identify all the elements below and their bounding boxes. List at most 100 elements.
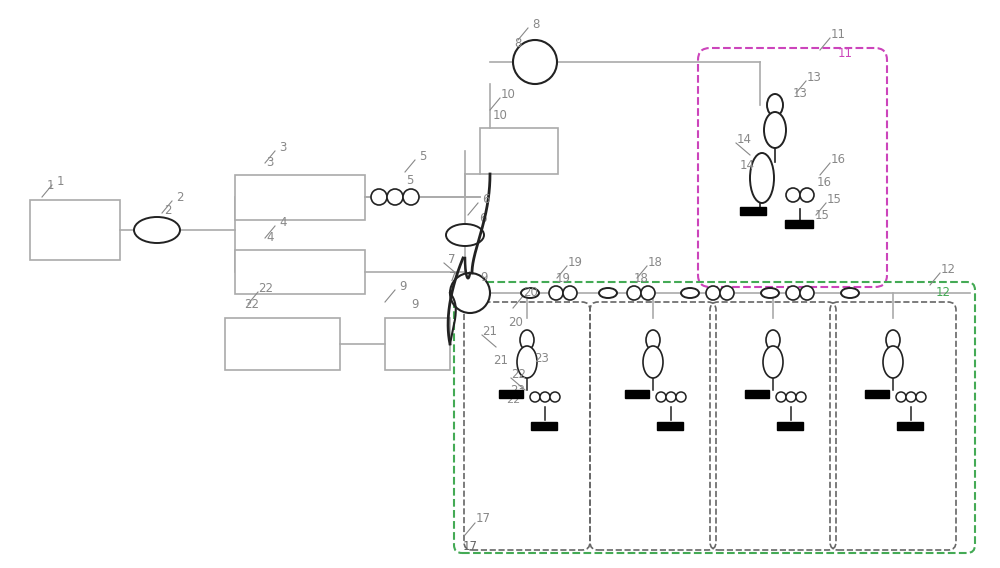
Ellipse shape	[767, 94, 783, 116]
Text: 8: 8	[514, 36, 522, 49]
Text: 12: 12	[940, 262, 955, 275]
Text: 22: 22	[245, 298, 260, 311]
Text: 14: 14	[740, 158, 755, 172]
Ellipse shape	[643, 346, 663, 378]
Bar	[499, 390, 523, 398]
Bar	[865, 390, 889, 398]
Text: 14: 14	[736, 132, 752, 145]
Circle shape	[676, 392, 686, 402]
Text: 20: 20	[509, 315, 523, 328]
Ellipse shape	[446, 224, 484, 246]
Circle shape	[550, 392, 560, 402]
Text: 16: 16	[816, 176, 831, 189]
Text: 12: 12	[935, 286, 950, 299]
Text: 20: 20	[524, 286, 538, 299]
Text: 1: 1	[46, 178, 54, 191]
Ellipse shape	[766, 330, 780, 350]
Circle shape	[800, 286, 814, 300]
Text: 21: 21	[482, 324, 498, 337]
Circle shape	[450, 273, 490, 313]
Circle shape	[906, 392, 916, 402]
Circle shape	[786, 392, 796, 402]
Bar	[785, 220, 813, 228]
Text: 18: 18	[634, 272, 648, 285]
Ellipse shape	[763, 346, 783, 378]
Ellipse shape	[646, 330, 660, 350]
Circle shape	[796, 392, 806, 402]
Ellipse shape	[886, 330, 900, 350]
Circle shape	[387, 189, 403, 205]
Ellipse shape	[521, 288, 539, 298]
Text: 9: 9	[411, 298, 419, 311]
Text: 17: 17	[462, 541, 478, 553]
Text: 2: 2	[164, 203, 172, 216]
Text: 2: 2	[176, 190, 184, 203]
Text: 4: 4	[266, 231, 274, 244]
Ellipse shape	[761, 288, 779, 298]
Text: 5: 5	[419, 149, 427, 162]
Ellipse shape	[750, 153, 774, 203]
Bar	[657, 422, 683, 430]
Circle shape	[666, 392, 676, 402]
Ellipse shape	[599, 288, 617, 298]
Bar	[625, 390, 649, 398]
Text: 9: 9	[399, 279, 407, 293]
Circle shape	[627, 286, 641, 300]
Text: 18: 18	[648, 256, 662, 269]
Ellipse shape	[764, 112, 786, 148]
Bar	[30, 200, 120, 260]
Text: 5: 5	[406, 173, 414, 186]
Text: 13: 13	[793, 86, 807, 99]
Circle shape	[371, 189, 387, 205]
Text: 6: 6	[479, 211, 487, 224]
Text: 6: 6	[482, 193, 490, 206]
Text: 11: 11	[837, 47, 852, 60]
Text: 13: 13	[807, 70, 821, 83]
Text: 3: 3	[266, 156, 274, 169]
Bar	[225, 318, 340, 370]
Bar	[235, 175, 365, 220]
Ellipse shape	[841, 288, 859, 298]
Bar	[235, 250, 365, 294]
Ellipse shape	[134, 217, 180, 243]
Bar	[740, 207, 766, 215]
Circle shape	[800, 188, 814, 202]
Text: 22: 22	[259, 282, 274, 294]
Bar	[897, 422, 923, 430]
Bar	[480, 128, 558, 174]
Text: 1: 1	[56, 174, 64, 187]
Text: 9: 9	[480, 270, 488, 283]
Circle shape	[776, 392, 786, 402]
Text: 8: 8	[532, 18, 540, 31]
Circle shape	[786, 188, 800, 202]
Text: 19: 19	[556, 272, 570, 285]
Text: 15: 15	[827, 193, 841, 206]
Text: 11: 11	[830, 27, 845, 40]
Text: 23: 23	[535, 352, 549, 365]
Bar	[531, 422, 557, 430]
Bar	[385, 318, 450, 370]
Bar	[777, 422, 803, 430]
Text: 10: 10	[501, 87, 515, 101]
Circle shape	[530, 392, 540, 402]
Ellipse shape	[883, 346, 903, 378]
Circle shape	[786, 286, 800, 300]
Text: 7: 7	[449, 270, 457, 283]
Circle shape	[540, 392, 550, 402]
Text: 4: 4	[279, 215, 287, 228]
Circle shape	[641, 286, 655, 300]
Text: 19: 19	[568, 256, 582, 269]
Ellipse shape	[520, 330, 534, 350]
Text: 21: 21	[494, 353, 509, 366]
Circle shape	[656, 392, 666, 402]
Text: 16: 16	[830, 152, 845, 165]
Ellipse shape	[681, 288, 699, 298]
Circle shape	[549, 286, 563, 300]
Circle shape	[513, 40, 557, 84]
Text: 23: 23	[511, 383, 525, 396]
Text: 15: 15	[815, 208, 829, 222]
Text: 17: 17	[476, 512, 490, 525]
Ellipse shape	[517, 346, 537, 378]
Text: 22: 22	[512, 367, 526, 381]
Circle shape	[403, 189, 419, 205]
